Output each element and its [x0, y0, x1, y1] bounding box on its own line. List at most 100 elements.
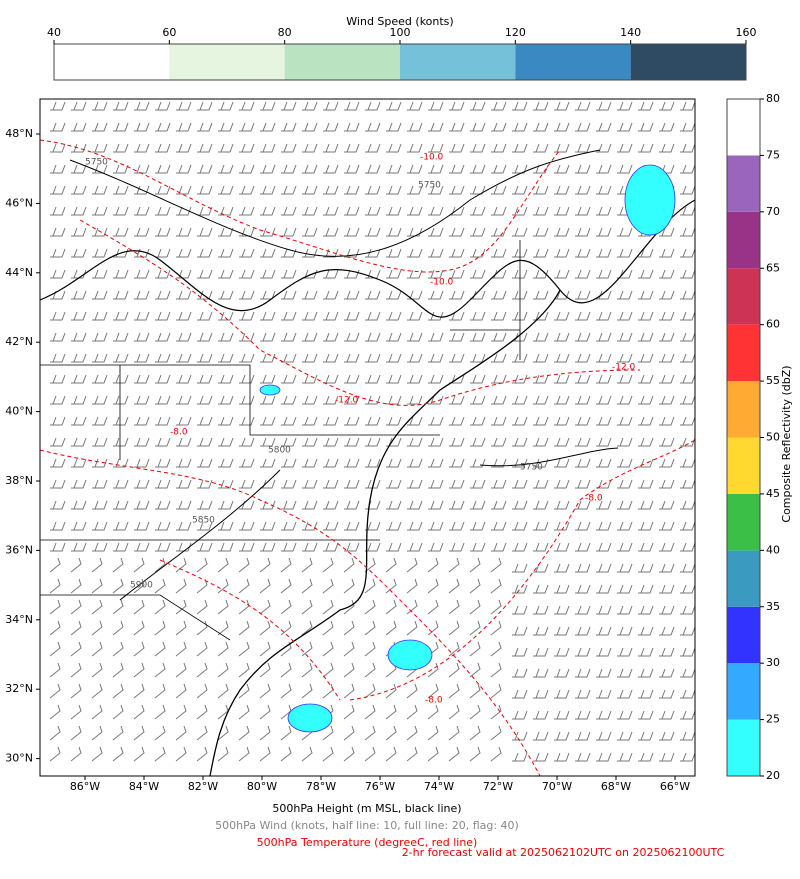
wind-barb	[554, 710, 570, 720]
wind-barb	[301, 578, 313, 594]
x-tick-label: 86°W	[70, 780, 100, 793]
contour-label: -10.0	[420, 153, 444, 163]
colorbar-segment	[400, 44, 516, 80]
wind-barb	[491, 479, 507, 489]
wind-barb	[71, 248, 87, 258]
wind-barb	[302, 395, 318, 405]
wind-barb	[638, 101, 654, 111]
wind-barb	[365, 437, 381, 447]
wind-barb	[113, 395, 129, 405]
wind-barb	[260, 164, 276, 174]
colorbar-tick-label: 120	[505, 26, 526, 39]
wind-barb	[364, 725, 376, 741]
wind-barb	[638, 311, 654, 321]
wind-barb	[491, 374, 507, 384]
wind-barb	[470, 122, 486, 132]
wind-barb	[112, 599, 124, 615]
wind-barb	[260, 479, 276, 489]
contour-label: -8.0	[425, 696, 443, 706]
wind-barb	[470, 416, 486, 426]
wind-barb	[50, 269, 66, 279]
x-tick-label: 70°W	[542, 780, 572, 793]
wind-barb	[680, 353, 696, 363]
wind-barb	[260, 122, 276, 132]
wind-barb	[50, 227, 66, 237]
contour-label: 5750	[418, 181, 441, 191]
wind-barb	[406, 683, 418, 699]
wind-barb	[386, 143, 402, 153]
wind-barb	[112, 704, 124, 720]
wind-barb	[112, 662, 124, 678]
wind-barb	[344, 185, 360, 195]
wind-barb	[113, 353, 129, 363]
x-tick-label: 74°W	[424, 780, 454, 793]
wind-barb	[344, 311, 360, 321]
wind-barb	[176, 500, 192, 510]
colorbar-tick-label: 160	[736, 26, 757, 39]
wind-barb	[533, 626, 549, 636]
wind-barb	[113, 206, 129, 216]
wind-barb	[512, 563, 528, 573]
wind-barb	[638, 731, 654, 741]
wind-barb	[50, 311, 66, 321]
wind-barb	[344, 290, 360, 300]
wind-barb	[575, 164, 591, 174]
wind-barb	[134, 269, 150, 279]
y-tick-label: 38°N	[5, 474, 33, 487]
wind-barb	[344, 395, 360, 405]
wind-barb	[259, 725, 271, 741]
wind-barb	[365, 521, 381, 531]
wind-barb	[70, 662, 82, 678]
wind-barb	[617, 437, 633, 447]
wind-barb	[113, 332, 129, 342]
wind-barb	[344, 164, 360, 174]
wind-barb	[218, 311, 234, 321]
wind-barb	[596, 626, 612, 636]
wind-barb	[280, 725, 292, 741]
wind-barb	[49, 641, 61, 657]
wind-barb	[281, 206, 297, 216]
wind-barb	[575, 458, 591, 468]
wind-barb	[154, 683, 166, 699]
wind-barb	[344, 542, 360, 552]
wind-barb	[260, 374, 276, 384]
wind-barb	[238, 578, 250, 594]
map: 5750 5750 5750 5800 5850 5900 -10.0 -10.…	[39, 98, 696, 777]
wind-barb	[112, 578, 124, 594]
wind-barb	[155, 290, 171, 300]
wind-barb	[596, 668, 612, 678]
wind-barb	[469, 557, 481, 573]
wind-barb	[491, 500, 507, 510]
wind-barb	[50, 437, 66, 447]
wind-barb	[92, 164, 108, 174]
wind-barb	[491, 122, 507, 132]
wind-barb	[407, 437, 423, 447]
wind-barb	[112, 620, 124, 636]
wind-barb	[71, 206, 87, 216]
wind-barb	[680, 479, 696, 489]
footer-forecast: 2-hr forecast valid at 2025062102UTC on …	[402, 846, 725, 859]
wind-barb	[406, 704, 418, 720]
wind-barb	[176, 437, 192, 447]
wind-barb	[554, 500, 570, 510]
wind-barb	[364, 641, 376, 657]
wind-barb	[407, 332, 423, 342]
wind-barb	[238, 641, 250, 657]
wind-barb	[491, 206, 507, 216]
colorbar-tick-label: 80	[278, 26, 292, 39]
wind-barb	[134, 416, 150, 426]
wind-barb	[49, 578, 61, 594]
wind-barb	[448, 704, 460, 720]
wind-barb	[218, 122, 234, 132]
wind-barb	[175, 704, 187, 720]
wind-barb	[680, 416, 696, 426]
wind-barb	[659, 479, 675, 489]
wind-barb	[239, 416, 255, 426]
wind-barb	[428, 206, 444, 216]
wind-barb	[533, 416, 549, 426]
wind-barb	[364, 557, 376, 573]
wind-barb	[92, 458, 108, 468]
wind-barb	[281, 185, 297, 195]
wind-barb	[386, 521, 402, 531]
wind-barb	[323, 479, 339, 489]
